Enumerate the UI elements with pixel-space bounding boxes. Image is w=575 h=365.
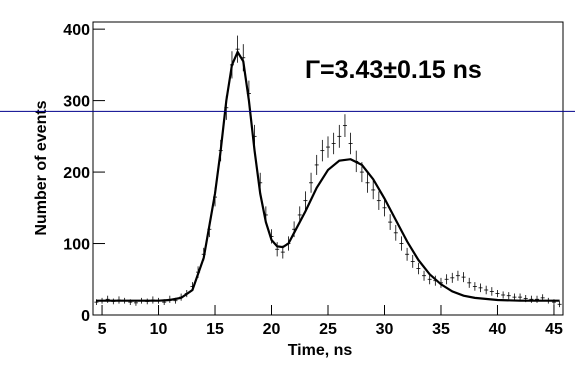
x-tick-label: 5 — [98, 321, 107, 338]
y-tick-label: 200 — [63, 165, 90, 182]
x-tick-label: 10 — [150, 321, 168, 338]
y-tick-label: 300 — [63, 94, 90, 111]
y-tick-label: 400 — [63, 22, 90, 39]
x-tick-label: 25 — [319, 321, 337, 338]
x-tick-label: 15 — [206, 321, 224, 338]
x-tick-label: 40 — [489, 321, 507, 338]
annotation: Γ=3.43±0.15 ns — [305, 56, 482, 84]
y-axis-label: Number of events — [33, 100, 50, 235]
x-tick-label: 45 — [545, 321, 563, 338]
x-tick-label: 20 — [263, 321, 281, 338]
y-tick-label: 100 — [63, 237, 90, 254]
fit-curve — [96, 49, 560, 302]
y-tick-label: 0 — [81, 308, 90, 325]
x-tick-label: 30 — [376, 321, 394, 338]
x-axis-label: Time, ns — [288, 342, 353, 359]
x-tick-label: 35 — [432, 321, 450, 338]
